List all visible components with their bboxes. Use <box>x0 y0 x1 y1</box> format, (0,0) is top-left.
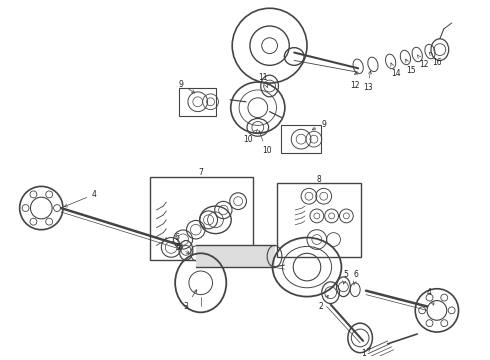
Text: 10: 10 <box>243 130 257 144</box>
Text: 13: 13 <box>363 71 373 93</box>
Text: 8: 8 <box>317 175 321 184</box>
Text: 15: 15 <box>406 59 416 75</box>
Bar <box>281 125 321 153</box>
Text: 12: 12 <box>350 72 360 90</box>
Text: 5: 5 <box>343 270 348 284</box>
Text: 2: 2 <box>318 295 328 311</box>
Bar <box>196 246 274 267</box>
Text: 6: 6 <box>174 233 182 248</box>
Bar <box>179 88 217 116</box>
Bar <box>277 184 361 257</box>
Bar <box>149 176 253 260</box>
Text: 3: 3 <box>184 290 197 311</box>
Text: 11: 11 <box>258 73 268 87</box>
Text: 9: 9 <box>312 120 326 130</box>
Text: 12: 12 <box>417 55 429 69</box>
Text: 7: 7 <box>198 168 203 177</box>
Text: 4: 4 <box>64 190 97 207</box>
Text: 9: 9 <box>178 80 195 93</box>
Text: 1: 1 <box>361 348 370 358</box>
Text: 16: 16 <box>429 52 441 67</box>
Text: 4: 4 <box>427 288 434 305</box>
Text: 10: 10 <box>259 131 271 156</box>
Text: 14: 14 <box>391 63 400 78</box>
Text: 6: 6 <box>353 270 359 285</box>
Text: 5: 5 <box>175 243 190 253</box>
